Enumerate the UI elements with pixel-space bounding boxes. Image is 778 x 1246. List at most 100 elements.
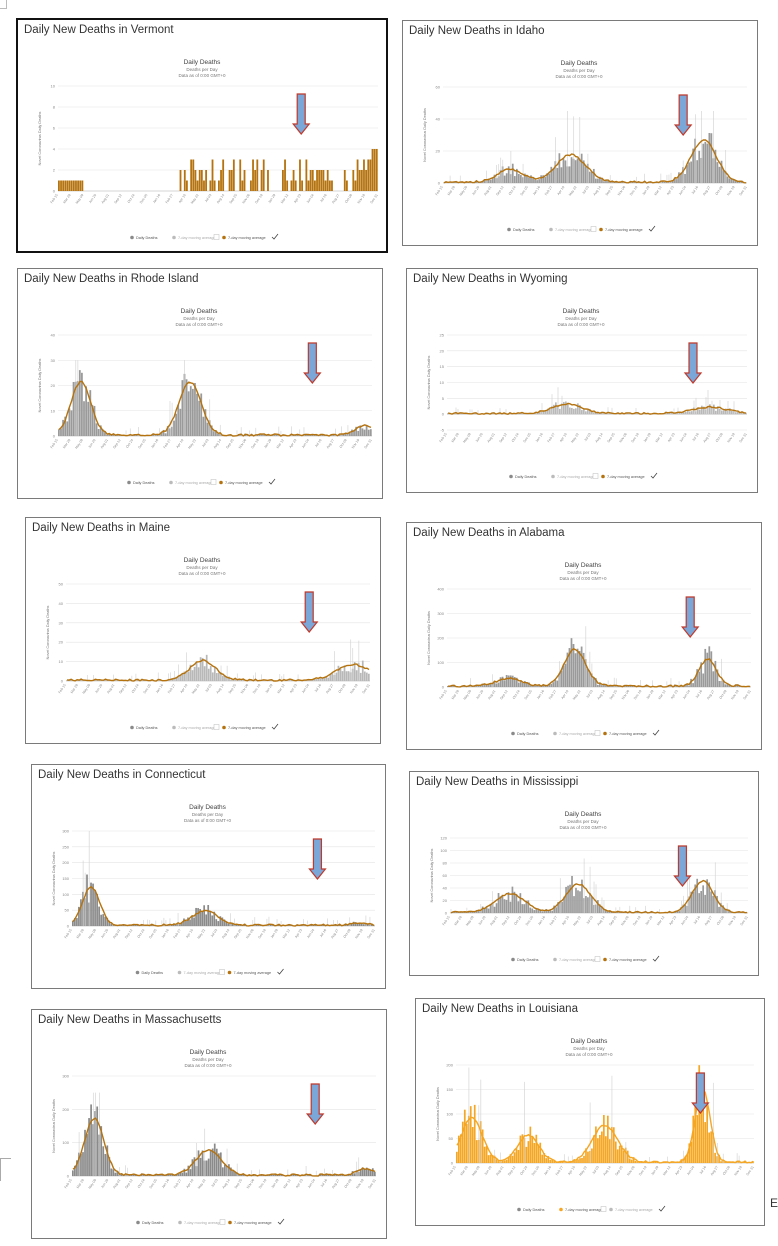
bar (702, 1093, 705, 1163)
bar (513, 1152, 516, 1163)
x-tick-label: Oct 24 (127, 193, 136, 204)
bar (550, 683, 553, 687)
bar (227, 923, 230, 926)
bar (605, 179, 607, 183)
bar (603, 683, 605, 687)
x-tick-label: Sep 25 (608, 915, 618, 926)
bar (706, 652, 709, 687)
x-tick-label: Oct 08 (722, 1165, 731, 1176)
bar (523, 904, 526, 913)
bar (112, 434, 115, 436)
chart-panel[interactable]: Daily New Deaths in Louisiana Daily Death… (415, 998, 765, 1226)
chart-panel[interactable]: Daily New Deaths in Rhode Island Daily De… (17, 268, 383, 499)
y-tick-label: 150 (446, 1087, 453, 1092)
panel-title: Daily New Deaths in Alabama (413, 527, 565, 539)
bar (343, 170, 346, 191)
x-tick-label: Jan 16 (161, 1178, 170, 1189)
bar (591, 896, 593, 913)
bar (192, 159, 195, 191)
x-tick-label: Sep 12 (499, 689, 509, 700)
bar (72, 180, 75, 191)
x-tick-label: May 22 (196, 928, 206, 939)
bar (497, 893, 500, 913)
y-tick-label: 40 (436, 117, 441, 122)
bar (694, 884, 697, 913)
x-tick-label: Jul 16 (314, 438, 323, 448)
y-axis-label: Novel Coronavirus Daily Deaths (52, 1099, 56, 1153)
bar (196, 393, 198, 436)
bar (584, 166, 587, 183)
bar (729, 408, 731, 415)
chart-panel[interactable]: Daily New Deaths in Maine Daily Deaths Dea… (25, 517, 381, 744)
x-tick-label: Jul 03 (585, 689, 594, 699)
x-tick-label: Oct 08 (343, 1178, 352, 1189)
legend-label: Daily Deaths (133, 481, 155, 485)
bar (678, 911, 681, 913)
x-tick-label: Dec 05 (522, 432, 532, 443)
chart-panel[interactable]: Daily New Deaths in Connecticut Daily Dea… (31, 764, 386, 989)
x-tick-label: Feb 15 (49, 193, 58, 204)
x-tick-label: Feb 15 (434, 185, 443, 196)
bar (561, 1161, 563, 1163)
y-tick-label: 25 (440, 333, 445, 338)
x-tick-label: Apr 10 (560, 689, 569, 700)
x-tick-label: Dec 18 (632, 915, 642, 926)
y-tick-label: 250 (62, 844, 69, 849)
bar (511, 1155, 514, 1163)
x-tick-label: Nov 19 (351, 438, 361, 449)
bar (535, 909, 538, 913)
bar (487, 908, 490, 913)
chart-panel[interactable]: Daily New Deaths in Wyoming Daily Deaths D… (406, 268, 758, 493)
x-tick-label: Aug 27 (325, 683, 335, 694)
bar (724, 684, 727, 687)
bar (601, 685, 603, 687)
x-tick-label: Mar 28 (76, 1178, 85, 1189)
legend-label: Daily Deaths (142, 971, 164, 975)
bar (507, 1157, 510, 1163)
bar (521, 904, 524, 913)
x-tick-label: Jan 16 (536, 689, 545, 700)
bar (359, 672, 362, 681)
x-tick-label: Jul 03 (210, 928, 219, 938)
bar (501, 894, 504, 913)
x-tick-label: Dec 31 (366, 928, 376, 939)
bar (217, 433, 219, 436)
bar (469, 911, 472, 913)
chart-panel[interactable]: Daily New Deaths in Vermont Daily Deaths D… (16, 18, 388, 253)
panel-title: Daily New Deaths in Wyoming (413, 273, 568, 285)
chart-panel[interactable]: Daily New Deaths in Idaho Daily Deaths Dea… (402, 20, 758, 246)
bar (197, 1150, 200, 1176)
chart-panel[interactable]: Daily New Deaths in Mississippi Daily Dea… (409, 771, 759, 976)
bar (86, 874, 88, 926)
bar (589, 408, 591, 415)
legend-swatch (511, 957, 515, 962)
legend-swatch (227, 970, 232, 975)
legend-label: 7-day moving average (559, 958, 597, 962)
x-tick-label: Jun 20 (475, 432, 484, 443)
bar (730, 178, 733, 183)
x-tick-label: May 22 (197, 1178, 207, 1189)
bar (211, 1148, 214, 1176)
chart-panel[interactable]: Daily New Deaths in Massachusetts Daily D… (31, 1009, 387, 1239)
x-tick-label: Nov 06 (618, 432, 628, 443)
y-tick-label: 200 (446, 1063, 453, 1068)
bar (534, 683, 536, 687)
bar (456, 1151, 458, 1163)
bar (96, 893, 98, 926)
bar (491, 178, 494, 183)
chart-panel[interactable]: Daily New Deaths in Alabama Daily Deaths D… (406, 522, 762, 750)
x-tick-label: Apr 23 (666, 185, 675, 196)
bar (520, 175, 522, 183)
bar (331, 180, 333, 191)
bar (191, 388, 194, 436)
x-tick-label: Feb 27 (165, 193, 174, 204)
bar (634, 1160, 637, 1163)
bar (507, 892, 510, 913)
legend-label: Daily Deaths (517, 732, 539, 736)
x-tick-label: Oct 08 (343, 928, 352, 939)
x-tick-label: Jan 29 (267, 193, 276, 204)
bar (547, 1156, 550, 1163)
y-tick-label: 100 (446, 1112, 453, 1117)
y-tick-label: 300 (62, 1074, 69, 1079)
x-tick-label: Mar 28 (450, 432, 459, 443)
